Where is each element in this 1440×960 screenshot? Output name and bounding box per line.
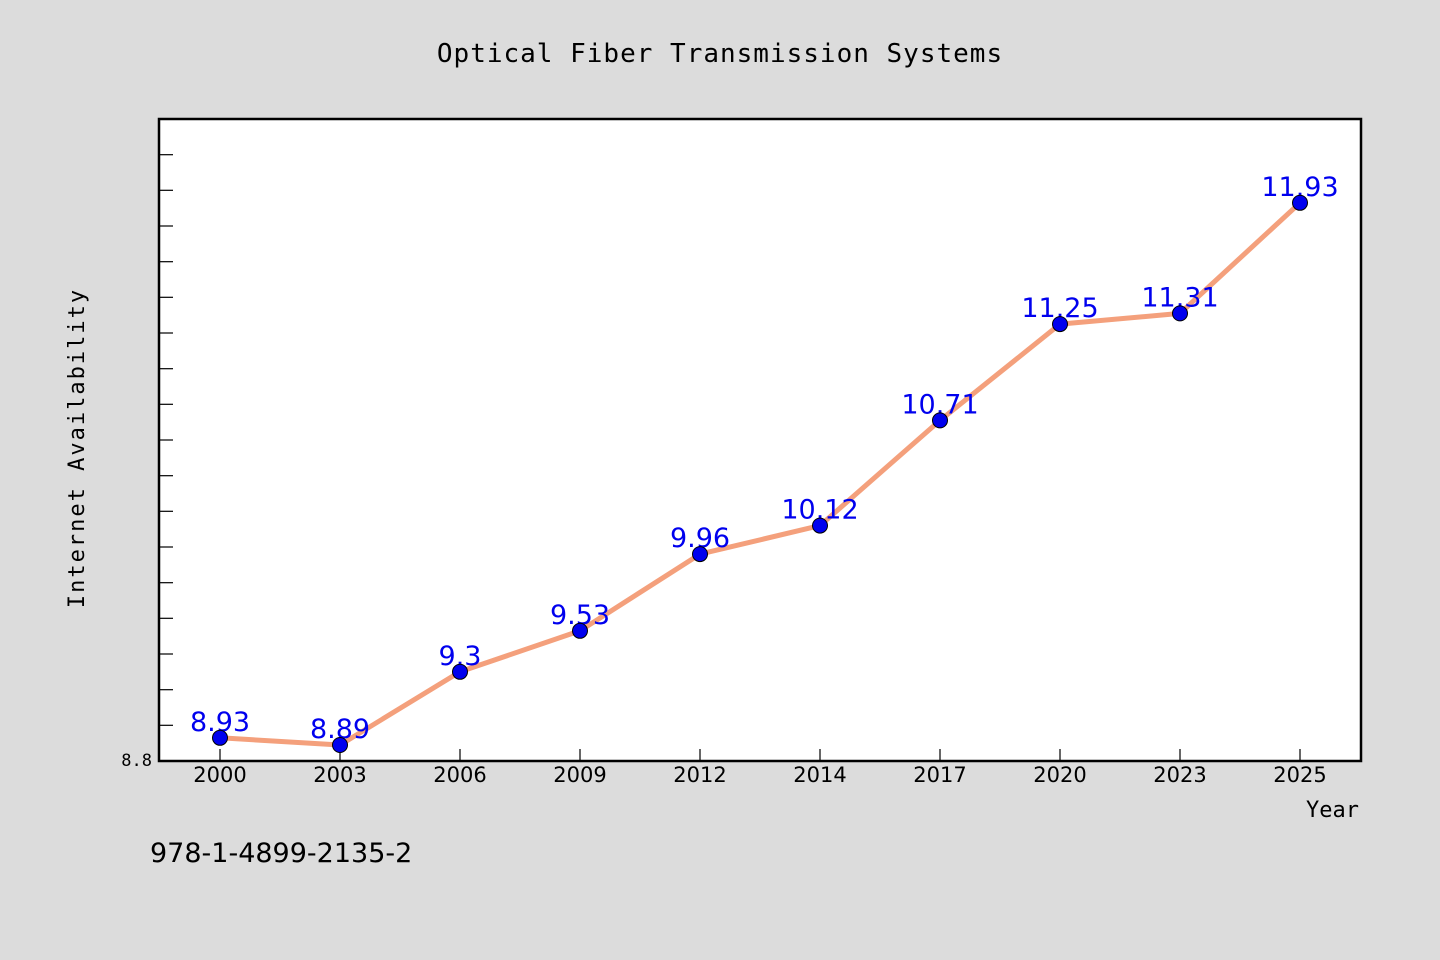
x-tick-label: 2009	[553, 763, 606, 787]
x-tick-label: 2000	[193, 763, 246, 787]
y-tick-label: 8.8	[121, 751, 152, 771]
isbn-text: 978-1-4899-2135-2	[150, 838, 412, 869]
data-point	[1172, 305, 1188, 322]
data-point	[212, 729, 228, 746]
x-axis-label: Year	[1306, 798, 1359, 823]
data-point	[332, 737, 348, 753]
data-points	[212, 194, 1308, 753]
y-axis-label: Internet Availability	[65, 288, 90, 608]
x-tick-label: 2014	[793, 763, 846, 787]
x-axis-tick-labels: 2000 2003 2006 2009 2012 2014 2017 2020 2023 2025	[193, 763, 1326, 787]
series-line-group	[217, 200, 1303, 748]
x-tick-label: 2025	[1273, 763, 1326, 787]
data-point	[692, 546, 708, 563]
data-point	[452, 663, 468, 680]
data-point	[572, 622, 588, 639]
y-axis-ticks	[159, 118, 173, 726]
x-tick-label: 2006	[433, 763, 486, 787]
data-point	[932, 412, 948, 429]
x-tick-label: 2023	[1153, 763, 1206, 787]
data-point	[1292, 194, 1308, 211]
data-point	[812, 517, 828, 534]
x-tick-label: 2012	[673, 763, 726, 787]
plot-area	[157, 117, 1363, 763]
x-tick-label: 2020	[1033, 763, 1086, 787]
series-line	[217, 200, 1303, 748]
chart-title: Optical Fiber Transmission Systems	[437, 39, 1003, 69]
x-tick-label: 2017	[913, 763, 966, 787]
data-point	[1052, 316, 1068, 333]
x-tick-label: 2003	[313, 763, 366, 787]
